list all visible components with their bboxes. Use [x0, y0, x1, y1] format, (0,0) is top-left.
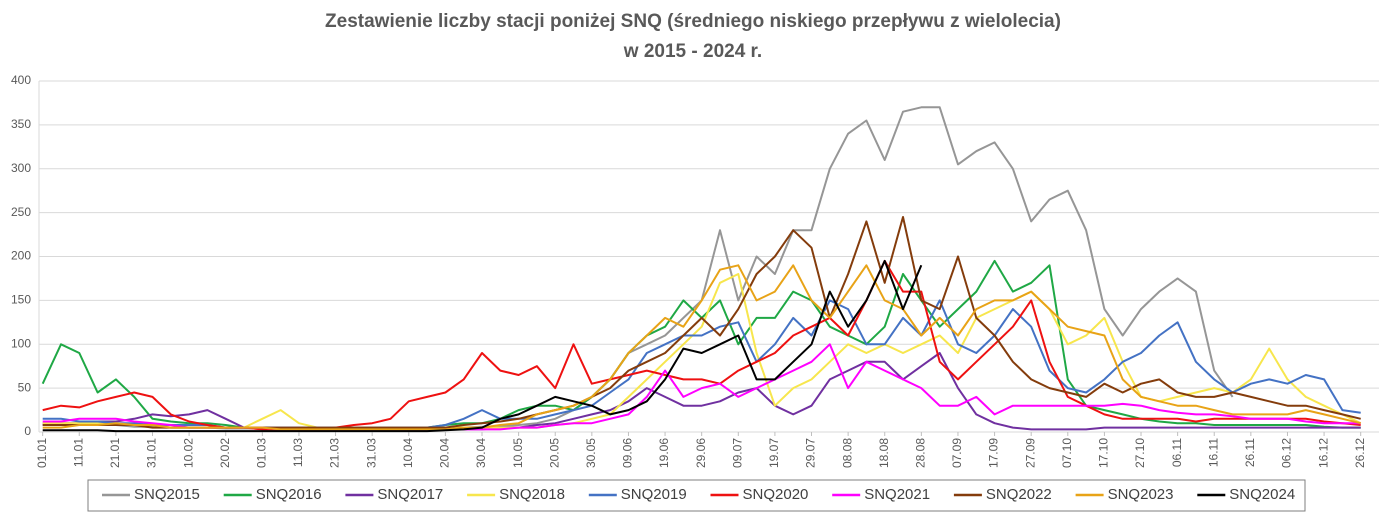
x-tick-label: 11.03: [291, 438, 305, 467]
chart-title: w 2015 - 2024 r.: [623, 41, 762, 62]
x-tick-label: 07.09: [950, 438, 964, 468]
x-tick-label: 30.04: [474, 438, 488, 468]
y-tick-label: 200: [11, 249, 31, 263]
legend-label: SNQ2020: [743, 486, 809, 503]
x-tick-label: 01.01: [35, 438, 49, 468]
x-tick-label: 17.10: [1097, 438, 1111, 468]
y-tick-label: 50: [18, 380, 32, 394]
series-line: [42, 106, 1234, 431]
x-tick-label: 06.11: [1170, 438, 1184, 467]
x-tick-label: 10.02: [181, 438, 195, 468]
x-tick-label: 08.08: [840, 438, 854, 468]
x-tick-label: 31.03: [364, 438, 378, 468]
y-tick-label: 150: [11, 293, 31, 307]
x-tick-label: 01.03: [255, 438, 269, 468]
x-tick-label: 30.05: [584, 438, 598, 468]
legend-label: SNQ2017: [377, 486, 443, 503]
x-tick-label: 20.05: [547, 438, 561, 468]
series-line: [42, 259, 1361, 431]
y-tick-label: 350: [11, 117, 31, 131]
legend-label: SNQ2024: [1229, 486, 1295, 503]
x-tick-label: 18.08: [877, 438, 891, 468]
series-line: [42, 259, 923, 433]
x-tick-label: 19.06: [657, 438, 671, 468]
y-tick-label: 250: [11, 205, 31, 219]
series-line: [42, 264, 1361, 431]
x-tick-label: 19.07: [767, 438, 781, 468]
legend-label: SNQ2019: [621, 486, 687, 503]
x-tick-label: 09.06: [621, 438, 635, 468]
x-tick-label: 20.02: [218, 438, 232, 468]
x-tick-label: 06.12: [1280, 438, 1294, 468]
series-line: [42, 216, 1361, 429]
x-tick-label: 16.11: [1206, 438, 1220, 467]
legend-label: SNQ2021: [864, 486, 930, 503]
legend-label: SNQ2016: [256, 486, 322, 503]
legend-box: [87, 479, 1306, 512]
x-tick-label: 27.10: [1133, 438, 1147, 468]
chart-title: Zestawienie liczby stacji poniżej SNQ (ś…: [325, 11, 1061, 32]
x-tick-label: 17.09: [987, 438, 1001, 468]
series-line: [42, 299, 1361, 429]
y-tick-label: 300: [11, 161, 31, 175]
y-tick-label: 400: [11, 73, 31, 87]
x-tick-label: 31.01: [145, 438, 159, 468]
y-tick-label: 0: [24, 424, 31, 438]
legend-label: SNQ2018: [499, 486, 565, 503]
x-tick-label: 21.01: [108, 438, 122, 468]
legend-label: SNQ2015: [134, 486, 200, 503]
x-tick-label: 28.08: [914, 438, 928, 468]
x-tick-label: 10.05: [511, 438, 525, 468]
x-tick-label: 29.06: [694, 438, 708, 468]
x-tick-label: 26.12: [1353, 438, 1367, 468]
x-tick-label: 20.04: [438, 438, 452, 468]
x-tick-label: 09.07: [730, 438, 744, 468]
x-tick-label: 21.03: [328, 438, 342, 468]
legend-label: SNQ2023: [1108, 486, 1174, 503]
x-tick-label: 26.11: [1243, 438, 1257, 467]
y-tick-label: 100: [11, 336, 31, 350]
x-tick-label: 27.09: [1023, 438, 1037, 468]
x-tick-label: 16.12: [1316, 438, 1330, 468]
x-tick-label: 10.04: [401, 438, 415, 468]
series-line: [42, 343, 1361, 431]
x-tick-label: 07.10: [1060, 438, 1074, 468]
x-tick-label: 29.07: [804, 438, 818, 468]
legend-label: SNQ2022: [986, 486, 1052, 503]
x-tick-label: 11.01: [71, 438, 85, 467]
